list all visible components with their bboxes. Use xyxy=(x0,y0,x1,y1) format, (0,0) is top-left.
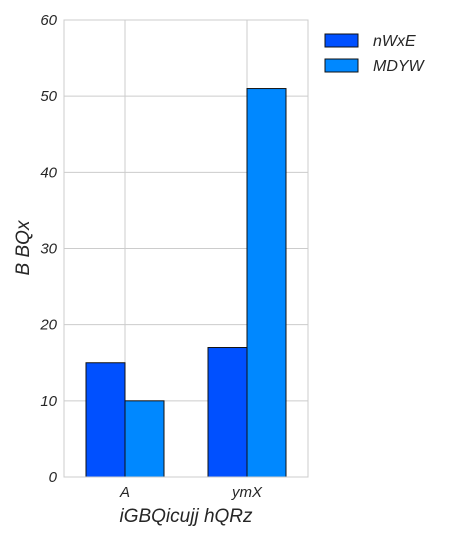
bar-nWxE-ymX xyxy=(207,347,248,478)
x-tick-label: ymX xyxy=(231,484,263,501)
legend-swatch xyxy=(324,58,359,73)
y-tick-label: 0 xyxy=(49,469,58,486)
x-axis-label: iGBQicujj hQRz xyxy=(119,506,253,527)
bar-MDYW-A xyxy=(124,400,165,478)
legend: nWxE MDYW xyxy=(324,33,426,75)
y-tick-label: 10 xyxy=(40,393,57,410)
legend-swatch xyxy=(324,33,359,48)
y-tick-label: 60 xyxy=(40,12,57,29)
x-tick-label: A xyxy=(119,484,130,501)
y-tick-labels: 0 10 20 30 40 50 60 xyxy=(39,12,57,486)
bar-MDYW-ymX xyxy=(246,88,287,478)
plot-frame xyxy=(63,19,309,478)
legend-label: nWxE xyxy=(373,33,416,50)
y-tick-label: 20 xyxy=(39,317,57,334)
y-tick-label: 50 xyxy=(40,88,57,105)
y-axis-label: B BQx xyxy=(13,219,34,275)
legend-label: MDYW xyxy=(373,58,426,75)
bar-nWxE-A xyxy=(85,362,126,478)
y-tick-label: 30 xyxy=(40,241,57,258)
bars xyxy=(85,88,287,478)
y-tick-label: 40 xyxy=(40,164,57,181)
